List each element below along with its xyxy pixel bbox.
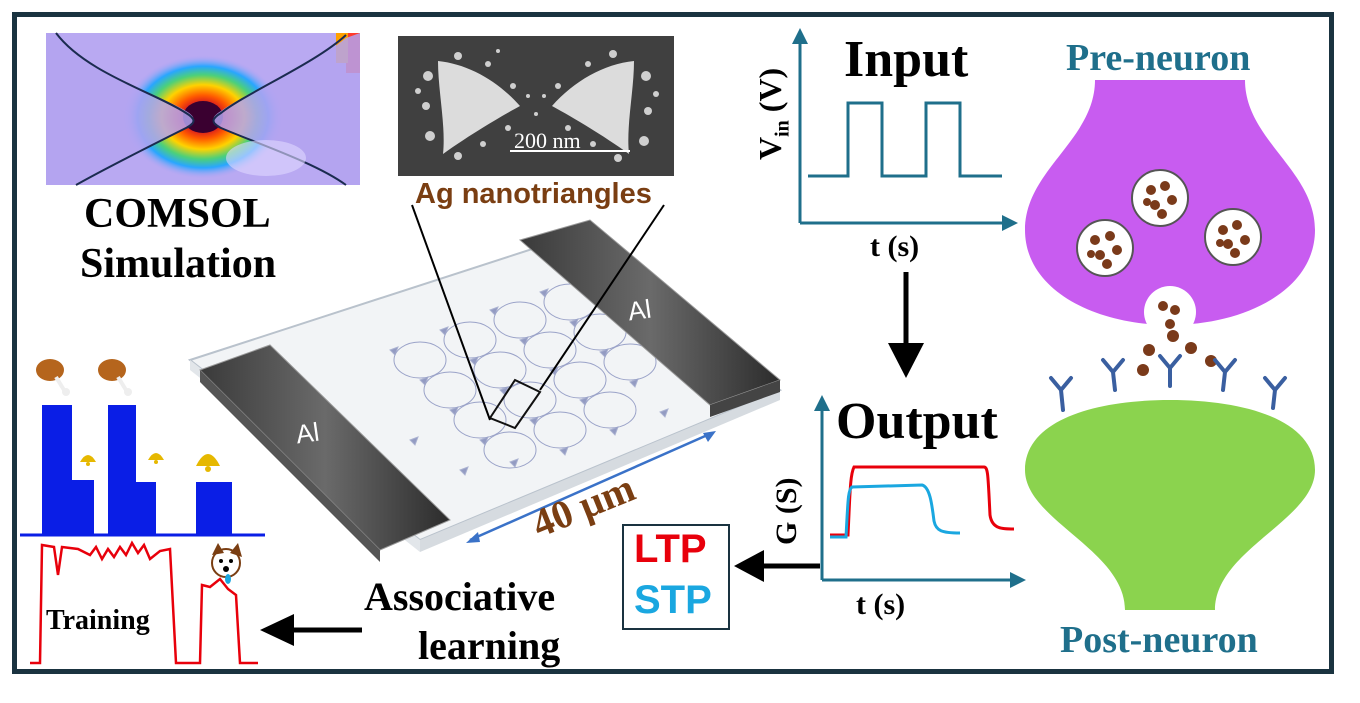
sem-scale-label: 200 nm bbox=[514, 128, 581, 153]
plasticity-box bbox=[622, 524, 730, 630]
device-illustration bbox=[187, 219, 783, 562]
input-plot bbox=[792, 28, 1018, 231]
associative-label: Associative bbox=[364, 574, 556, 619]
input-xlabel: t (s) bbox=[870, 230, 920, 263]
stp-label: STP bbox=[634, 578, 712, 622]
output-title: Output bbox=[836, 393, 998, 450]
sem-caption: Ag nanotriangles bbox=[415, 178, 652, 210]
synapse-illustration bbox=[1025, 80, 1315, 610]
training-bars bbox=[20, 359, 265, 537]
training-trace bbox=[30, 540, 258, 665]
post-neuron-label: Post-neuron bbox=[1060, 619, 1258, 661]
comsol-label: COMSOL bbox=[84, 191, 271, 237]
learning-label: learning bbox=[418, 623, 561, 668]
input-title: Input bbox=[844, 31, 969, 88]
training-label: Training bbox=[46, 605, 150, 636]
output-xlabel: t (s) bbox=[856, 588, 906, 621]
output-plot bbox=[814, 395, 1026, 588]
sem-micrograph bbox=[398, 36, 674, 176]
simulation-label: Simulation bbox=[80, 241, 277, 287]
output-ylabel: G (S) bbox=[770, 477, 803, 546]
comsol-field-map bbox=[46, 32, 360, 186]
ltp-label: LTP bbox=[634, 527, 707, 571]
pre-neuron-label: Pre-neuron bbox=[1066, 37, 1251, 79]
drumstick-icons bbox=[36, 359, 132, 396]
